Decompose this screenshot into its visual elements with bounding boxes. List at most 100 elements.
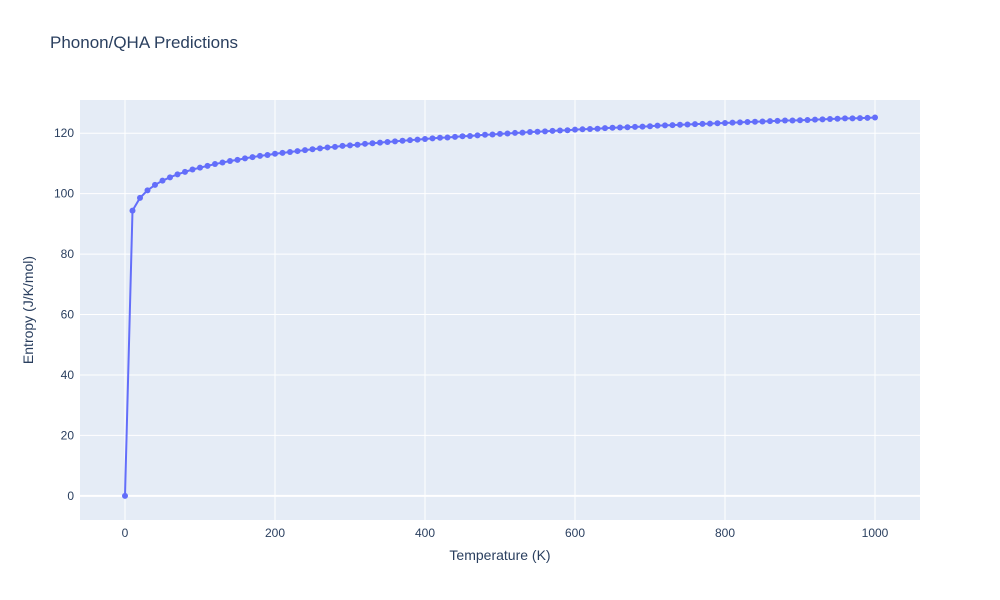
data-point[interactable] [624, 124, 631, 131]
data-point[interactable] [249, 154, 256, 161]
data-point[interactable] [564, 127, 571, 134]
data-point[interactable] [812, 116, 818, 123]
data-point[interactable] [377, 139, 383, 146]
data-point[interactable] [227, 158, 233, 165]
data-point[interactable] [692, 121, 698, 128]
data-point[interactable] [294, 148, 301, 155]
data-point[interactable] [842, 115, 848, 122]
data-point[interactable] [167, 174, 173, 181]
data-point[interactable] [872, 114, 878, 121]
data-point[interactable] [504, 130, 511, 137]
data-point[interactable] [542, 128, 548, 135]
data-point[interactable] [864, 114, 871, 121]
data-point[interactable] [384, 139, 391, 145]
data-point[interactable] [632, 123, 638, 130]
data-point[interactable] [369, 140, 376, 147]
data-point[interactable] [662, 122, 668, 129]
data-point[interactable] [789, 117, 796, 124]
data-point[interactable] [744, 119, 751, 126]
data-point[interactable] [857, 115, 863, 122]
data-point[interactable] [129, 207, 136, 214]
data-point[interactable] [804, 116, 811, 123]
data-point[interactable] [362, 140, 368, 147]
data-point[interactable] [324, 144, 331, 151]
data-point[interactable] [309, 146, 316, 153]
data-point[interactable] [174, 171, 181, 178]
data-point[interactable] [242, 155, 248, 162]
data-point[interactable] [137, 194, 143, 201]
data-point[interactable] [699, 120, 706, 127]
data-point[interactable] [264, 151, 271, 158]
data-point[interactable] [669, 122, 676, 129]
data-point[interactable] [834, 115, 841, 122]
data-point[interactable] [512, 129, 518, 136]
data-point[interactable] [722, 119, 728, 126]
data-point[interactable] [272, 150, 278, 157]
data-point[interactable] [347, 142, 353, 149]
data-point[interactable] [774, 117, 781, 124]
data-point[interactable] [579, 126, 586, 133]
data-point[interactable] [122, 492, 128, 499]
data-point[interactable] [482, 131, 488, 138]
data-point[interactable] [302, 147, 308, 154]
data-point[interactable] [752, 118, 758, 125]
data-point[interactable] [339, 142, 346, 149]
data-point[interactable] [422, 135, 428, 142]
data-point[interactable] [587, 126, 593, 133]
data-point[interactable] [354, 141, 361, 148]
data-point[interactable] [767, 118, 773, 125]
data-point[interactable] [407, 137, 413, 144]
data-point[interactable] [317, 145, 323, 152]
data-point[interactable] [602, 125, 608, 132]
data-point[interactable] [467, 132, 473, 139]
data-point[interactable] [849, 115, 856, 122]
data-point[interactable] [534, 128, 541, 135]
data-point[interactable] [159, 177, 166, 184]
data-point[interactable] [399, 137, 406, 144]
data-point[interactable] [392, 138, 398, 145]
data-point[interactable] [729, 119, 736, 126]
data-point[interactable] [549, 127, 556, 134]
data-point[interactable] [219, 159, 226, 166]
data-point[interactable] [234, 156, 241, 163]
data-point[interactable] [452, 133, 458, 140]
data-point[interactable] [459, 133, 466, 140]
data-point[interactable] [197, 164, 203, 171]
data-point[interactable] [684, 121, 691, 128]
data-point[interactable] [189, 166, 196, 173]
data-point[interactable] [557, 127, 563, 134]
data-point[interactable] [444, 134, 451, 141]
data-point[interactable] [489, 131, 496, 138]
data-point[interactable] [797, 117, 803, 124]
data-point[interactable] [677, 121, 683, 128]
data-point[interactable] [737, 119, 743, 126]
data-point[interactable] [639, 123, 646, 130]
data-point[interactable] [474, 132, 481, 139]
data-point[interactable] [594, 125, 601, 132]
data-point[interactable] [827, 116, 833, 123]
data-point[interactable] [182, 168, 188, 175]
data-point[interactable] [759, 118, 766, 125]
data-point[interactable] [287, 148, 293, 155]
data-point[interactable] [572, 126, 578, 133]
data-point[interactable] [527, 129, 533, 136]
data-point[interactable] [819, 116, 826, 123]
data-point[interactable] [332, 143, 338, 150]
data-point[interactable] [654, 122, 661, 129]
data-point[interactable] [144, 187, 151, 194]
data-point[interactable] [279, 149, 286, 156]
data-point[interactable] [707, 120, 713, 127]
data-point[interactable] [429, 135, 436, 142]
data-point[interactable] [647, 123, 653, 130]
data-point[interactable] [519, 129, 526, 136]
data-point[interactable] [152, 181, 158, 188]
data-point[interactable] [497, 130, 503, 137]
data-point[interactable] [257, 152, 263, 159]
data-point[interactable] [204, 162, 211, 169]
data-point[interactable] [414, 136, 421, 143]
data-point[interactable] [437, 134, 443, 141]
data-point[interactable] [782, 117, 788, 124]
data-point[interactable] [617, 124, 623, 131]
data-point[interactable] [609, 124, 616, 131]
data-point[interactable] [212, 161, 218, 168]
